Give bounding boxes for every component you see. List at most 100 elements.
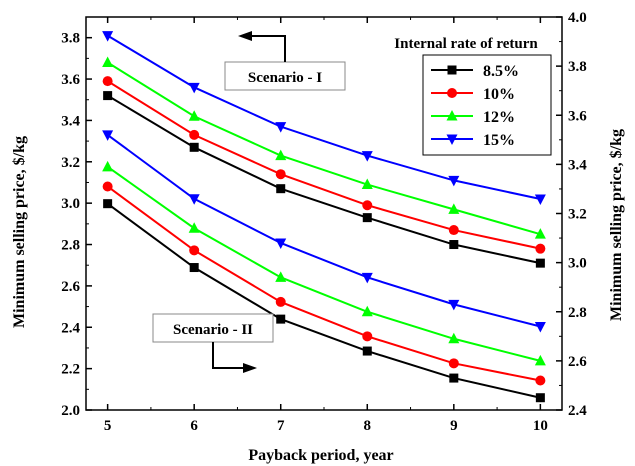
x-tick-label: 8: [364, 418, 372, 434]
data-point: [189, 129, 200, 140]
y-right-tick-label: 3.8: [568, 59, 587, 75]
data-point: [188, 110, 200, 121]
y-left-tick-label: 2.2: [61, 362, 80, 378]
data-point: [362, 213, 372, 223]
y-right-tick-label: 3.2: [568, 207, 587, 223]
y-left-tick-label: 2.6: [61, 279, 80, 295]
data-point: [361, 272, 373, 284]
scenario-1-arrow: [252, 35, 286, 62]
y-right-tick-label: 2.6: [568, 354, 587, 370]
data-point: [275, 169, 286, 180]
data-point: [275, 122, 287, 133]
legend-marker: [447, 88, 457, 98]
data-point: [534, 194, 546, 206]
series-line-8-5pct: [107, 202, 541, 399]
data-point: [189, 245, 200, 256]
data-point: [361, 305, 373, 317]
y-left-tick-label: 3.8: [61, 31, 80, 47]
data-point: [535, 258, 545, 268]
data-point: [102, 76, 113, 87]
data-point: [534, 228, 546, 239]
legend: Internal rate of return 8.5% 10% 12% 15%: [394, 36, 552, 156]
scenario-2-annotation: Scenario - II: [152, 313, 274, 373]
data-point: [362, 346, 372, 356]
data-point: [189, 263, 199, 273]
data-point: [103, 199, 113, 209]
data-point: [188, 222, 200, 233]
x-tick-label: 5: [104, 418, 112, 434]
data-point: [102, 160, 114, 172]
series-line-12pct: [107, 61, 541, 236]
data-point: [275, 296, 286, 307]
data-point: [188, 82, 200, 94]
data-point: [448, 203, 460, 214]
x-tick-label: 6: [190, 418, 198, 434]
y-left-tick-label: 3.6: [61, 72, 80, 88]
scenario-1-label: Scenario - I: [248, 70, 322, 86]
data-point: [449, 240, 459, 250]
series-line-12pct: [107, 166, 541, 362]
scenario-2-box: [152, 313, 274, 343]
data-point: [534, 321, 546, 333]
scenario-2-arrow: [212, 342, 243, 369]
x-axis-title: Payback period, year: [248, 447, 393, 464]
data-point: [449, 373, 459, 383]
x-tick-label: 9: [450, 418, 458, 434]
y-left-tick-label: 3.4: [61, 113, 80, 129]
data-point: [188, 194, 200, 205]
y-axis-left-title: Minimum selling price, $/kg: [11, 136, 28, 328]
data-point: [448, 299, 460, 311]
y-axis-right-title: Minimum selling price, $/kg: [608, 129, 625, 321]
series-line-10pct: [107, 185, 541, 382]
y-right-tick-label: 3.0: [568, 256, 587, 272]
legend-marker: [446, 134, 458, 145]
series-layer: [102, 31, 546, 403]
data-point: [362, 331, 373, 342]
x-axis: 5 6 7 8 9 10: [104, 17, 548, 434]
data-point: [276, 184, 286, 194]
legend-title: Internal rate of return: [394, 36, 538, 52]
data-point: [275, 271, 287, 282]
y-right-tick-label: 2.4: [568, 403, 587, 419]
y-right-tick-label: 3.4: [568, 157, 587, 173]
y-right-tick-label: 4.0: [568, 10, 587, 26]
y-right-tick-label: 3.6: [568, 108, 587, 124]
data-point: [361, 178, 373, 190]
y-left-tick-label: 3.2: [61, 155, 80, 171]
scenario-2-label: Scenario - II: [173, 322, 253, 338]
data-point: [361, 151, 373, 162]
data-point: [102, 181, 113, 192]
data-point: [275, 238, 287, 249]
data-point: [448, 225, 459, 236]
data-point: [275, 149, 287, 161]
legend-label: 8.5%: [483, 63, 519, 80]
legend-label: 15%: [483, 132, 515, 149]
scenario-2-arrowhead: [243, 363, 257, 373]
data-point: [534, 354, 546, 366]
scenario-1-series-group: [102, 31, 546, 268]
legend-label: 12%: [483, 109, 515, 126]
data-point: [102, 31, 114, 42]
legend-label: 10%: [483, 86, 515, 103]
series-line-8-5pct: [107, 94, 541, 265]
y-left-tick-label: 2.0: [61, 403, 80, 419]
data-point: [362, 200, 373, 211]
data-point: [189, 142, 199, 152]
legend-items: 8.5% 10% 12% 15%: [431, 63, 519, 149]
y-axis-left: 2.0 2.2 2.4 2.6 2.8 3.0 3.2 3.4 3.6 3.8: [61, 31, 92, 419]
data-point: [448, 358, 459, 369]
legend-marker: [447, 65, 457, 75]
legend-marker: [446, 110, 458, 121]
x-tick-label: 10: [533, 418, 548, 434]
scenario-2-series-group: [102, 130, 546, 403]
y-left-tick-label: 2.4: [61, 320, 80, 336]
x-tick-label: 7: [277, 418, 285, 434]
data-point: [103, 91, 113, 101]
data-point: [102, 130, 114, 141]
scenario-1-arrowhead: [238, 31, 252, 41]
data-point: [535, 375, 546, 386]
series-line-15pct: [107, 134, 541, 328]
data-point: [448, 175, 460, 187]
y-left-tick-label: 3.0: [61, 196, 80, 212]
